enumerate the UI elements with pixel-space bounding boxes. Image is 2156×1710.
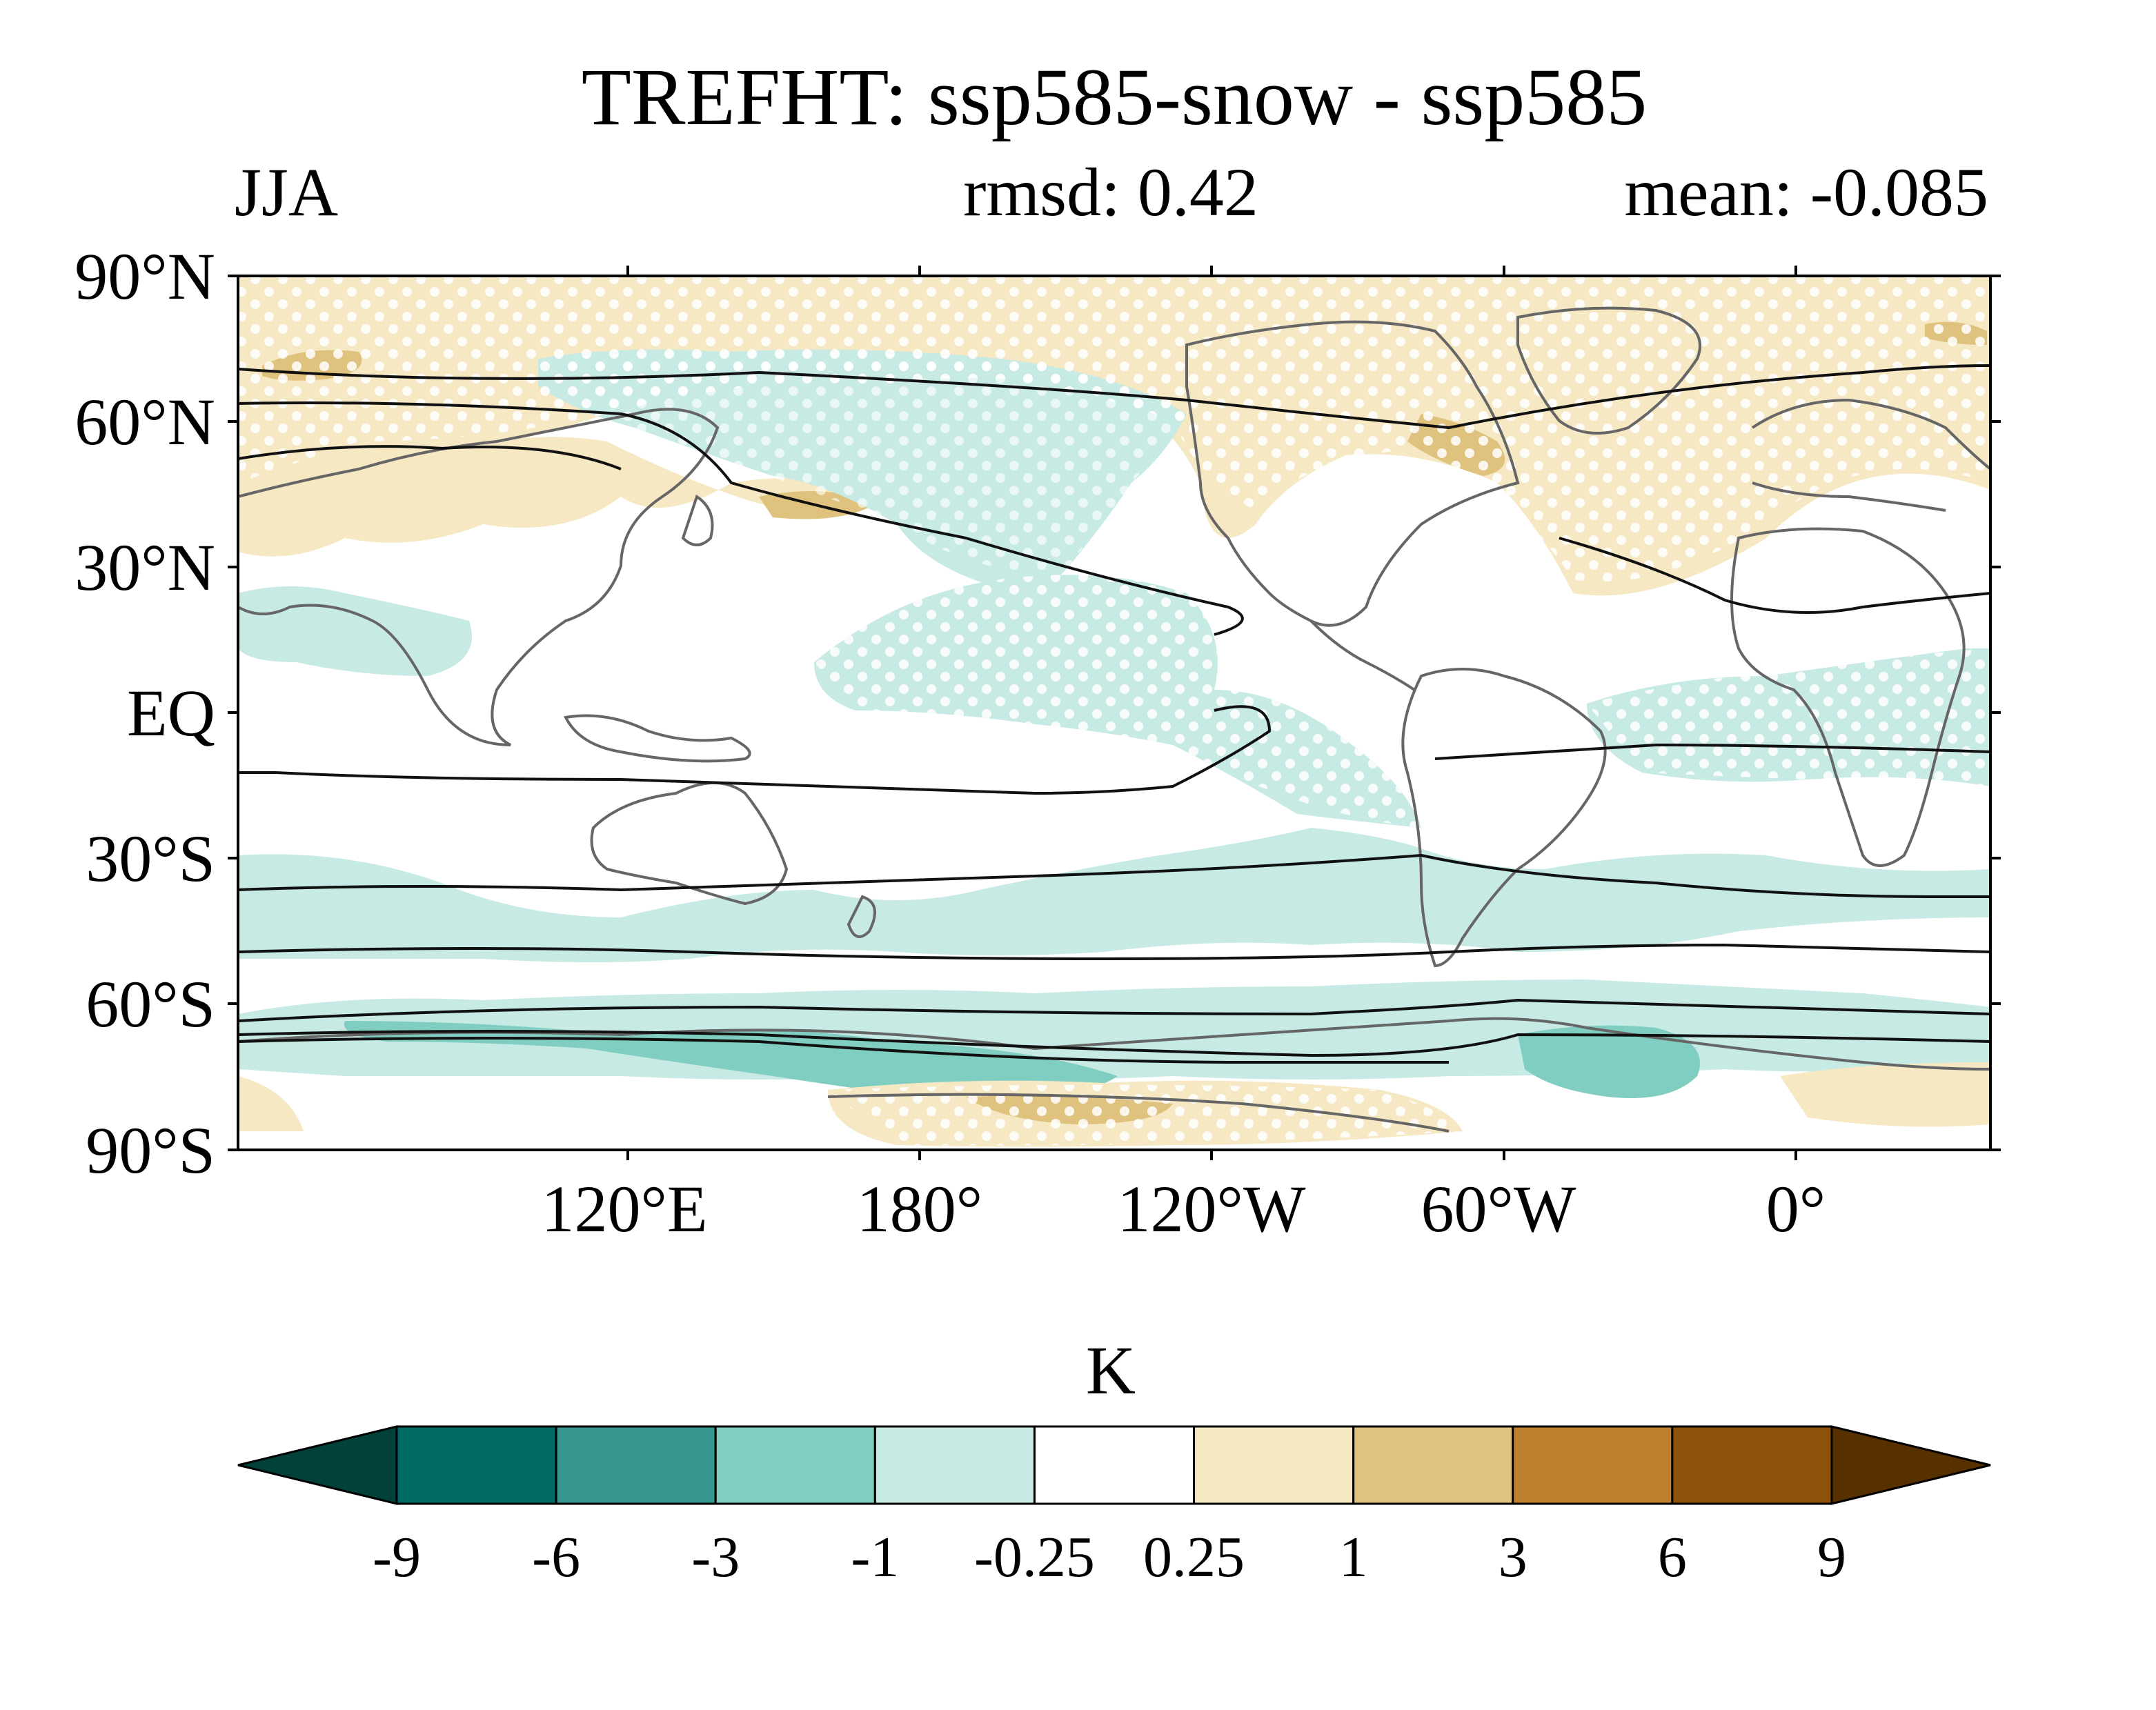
coast-north-america [1185,320,1520,627]
coast-antarctica [238,1017,1990,1133]
colorbar-extend-low [237,1425,398,1505]
colorbar-tick-label: -3 [691,1525,740,1589]
contour-line [238,364,1990,430]
stippling [238,276,1990,1146]
colorbar-tick-label: 6 [1658,1525,1687,1589]
chart-title: TREFHT: ssp585-snow - ssp585 [582,52,1648,142]
lat-label-30n: 30°N [75,530,215,604]
coast-central-america [1309,619,1416,691]
warm-region-asia [238,437,876,557]
coast-indonesia [563,714,751,763]
lon-label-180: 180° [857,1172,982,1246]
colorbar-tick-label: -1 [851,1525,899,1589]
coast-europe [1751,398,1990,512]
coast-eurasia [238,408,720,746]
colorbar-labels: -9 -6 -3 -1 -0.25 0.25 1 3 6 9 [373,1525,1846,1589]
lat-label-60n: 60°N [75,385,215,459]
coast-japan [681,494,714,546]
cool-region-indian [238,586,472,676]
lon-ticks [626,266,1797,1160]
colorbar-extend-high [1830,1425,1991,1505]
lat-label-90n: 90°N [75,239,215,313]
lon-label-60w: 60°W [1421,1172,1576,1246]
anomaly-fill [238,276,1990,1147]
contour-line [238,853,1990,898]
lat-ticks [228,275,2001,1151]
colorbar-box [714,1425,876,1505]
warm-region-south-edge [238,1076,304,1131]
map-panel: 90°N 60°N 30°N EQ 30°S 60°S 90°S 120°E 1… [75,239,2001,1246]
colorbar-box [1033,1425,1196,1505]
lon-label-120e: 120°E [541,1172,707,1246]
colorbar-tick-label: 1 [1339,1525,1368,1589]
contour-line [1434,743,1990,760]
rmsd-label: rmsd: 0.42 [963,154,1258,230]
contour-line [238,445,622,470]
lat-label-eq: EQ [127,676,215,750]
contour-line [238,1030,1990,1057]
contour-line [238,1037,1449,1064]
colorbar-tick-label: -0.25 [974,1525,1095,1589]
lat-label-90s: 90°S [86,1113,215,1187]
colorbar-box [1512,1425,1674,1505]
coastlines [238,306,1990,1133]
cool-region-antarctic-weddell [1518,1025,1700,1098]
colorbar-box [555,1425,717,1505]
colorbar-box [1671,1425,1833,1505]
season-label: JJA [235,154,338,230]
cool-region-southern-mid [238,828,1990,962]
colorbar-boxes [237,1425,1991,1505]
colorbar-tick-label: -9 [373,1525,421,1589]
contour-line [238,705,1272,795]
contour-line [1559,537,1990,614]
coast-new-zealand [847,895,876,938]
colorbar: K -9 -6 -3 -1 -0.25 0.25 1 3 6 9 [237,1332,1991,1589]
lon-label-0: 0° [1766,1172,1826,1246]
colorbar-tick-label: 9 [1817,1525,1846,1589]
contour-line [238,998,1990,1022]
colorbar-tick-label: -6 [532,1525,580,1589]
warm-region-south-atlantic [1780,1062,1990,1127]
colorbar-tick-label: 3 [1499,1525,1527,1589]
colorbar-tick-label: 0.25 [1143,1525,1245,1589]
contour-line [238,401,1244,636]
coast-africa [1730,527,1966,867]
mean-label: mean: -0.085 [1624,154,1988,230]
contour-line [238,943,1990,961]
colorbar-box [1193,1425,1355,1505]
colorbar-box [1352,1425,1514,1505]
lat-label-60s: 60°S [86,967,215,1041]
lon-label-120w: 120°W [1118,1172,1306,1246]
colorbar-box [873,1425,1036,1505]
colorbar-unit: K [1086,1332,1136,1409]
colorbar-box [395,1425,557,1505]
lat-label-30s: 30°S [86,822,215,895]
coast-south-america [1401,668,1607,968]
contour-lines [238,364,1990,1064]
